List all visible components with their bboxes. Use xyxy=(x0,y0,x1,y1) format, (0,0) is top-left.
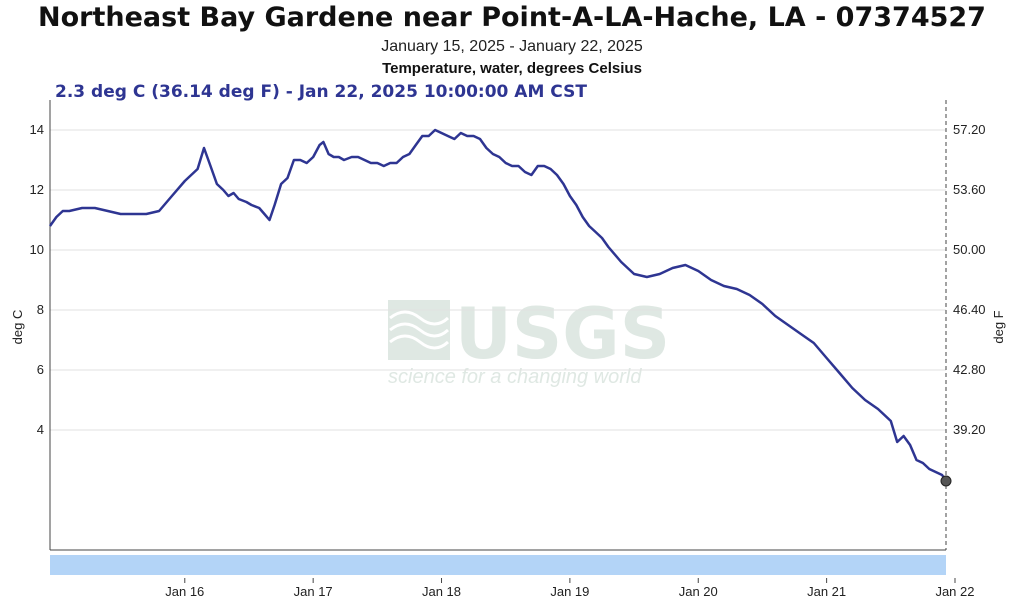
approval-band xyxy=(50,555,946,575)
y-tick-label: 14 xyxy=(30,122,44,137)
y2-tick-label: 57.20 xyxy=(953,122,986,137)
y2-axis-label: deg F xyxy=(991,310,1006,343)
x-tick-label: Jan 16 xyxy=(165,584,204,599)
chart-title: Northeast Bay Gardene near Point-A-LA-Ha… xyxy=(38,2,986,33)
y2-tick-label: 50.00 xyxy=(953,242,986,257)
temperature-series-line xyxy=(48,128,948,482)
y-tick-label: 4 xyxy=(37,422,44,437)
y-tick-label: 6 xyxy=(37,362,44,377)
y2-tick-label: 53.60 xyxy=(953,182,986,197)
y-axis-ticks: 4 6 8 10 12 14 xyxy=(30,122,44,437)
gridlines xyxy=(50,129,946,431)
x-tick-label: Jan 17 xyxy=(294,584,333,599)
date-range: January 15, 2025 - January 22, 2025 xyxy=(381,38,643,55)
x-tick-label: Jan 21 xyxy=(807,584,846,599)
y-tick-label: 12 xyxy=(30,182,44,197)
x-tick-label: Jan 20 xyxy=(679,584,718,599)
y2-tick-label: 46.40 xyxy=(953,302,986,317)
y-axis-label: deg C xyxy=(10,310,25,345)
current-reading: 2.3 deg C (36.14 deg F) - Jan 22, 2025 1… xyxy=(55,82,587,102)
watermark-logo-text: USGS xyxy=(455,293,670,375)
watermark-tagline: science for a changing world xyxy=(388,366,642,388)
parameter-label: Temperature, water, degrees Celsius xyxy=(382,60,642,77)
x-tick-label: Jan 18 xyxy=(422,584,461,599)
usgs-logo-icon xyxy=(388,300,450,360)
y-tick-label: 10 xyxy=(30,242,44,257)
y2-tick-label: 42.80 xyxy=(953,362,986,377)
y-tick-label: 8 xyxy=(37,302,44,317)
y2-tick-label: 39.20 xyxy=(953,422,986,437)
latest-value-point[interactable] xyxy=(940,475,952,487)
y2-axis-ticks: 39.20 42.80 46.40 50.00 53.60 57.20 xyxy=(953,122,986,437)
usgs-watermark: USGS science for a changing world xyxy=(388,293,670,388)
x-tick-label: Jan 19 xyxy=(550,584,589,599)
x-tick-label: Jan 22 xyxy=(935,584,974,599)
x-axis-ticks: Jan 16 Jan 17 Jan 18 Jan 19 Jan 20 Jan 21 Jan … xyxy=(165,578,975,599)
